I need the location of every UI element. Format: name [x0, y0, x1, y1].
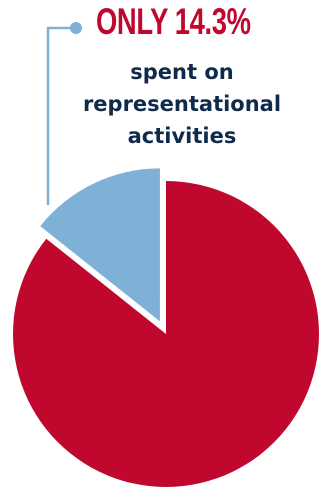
callout-line-2: representational	[82, 92, 282, 116]
callout-headline: ONLY 14.3%	[96, 1, 251, 42]
pie-slice-0	[40, 168, 160, 322]
callout-line-3: activities	[127, 124, 237, 148]
callout-line-1: spent on	[130, 60, 234, 84]
callout-leader-dot	[70, 22, 82, 34]
callout-description: spent on representational activities	[54, 56, 310, 152]
callout-leader	[46, 22, 82, 205]
pie-slices	[13, 168, 320, 487]
callout-leader-line	[46, 26, 72, 205]
pie-slice-1	[13, 181, 320, 487]
